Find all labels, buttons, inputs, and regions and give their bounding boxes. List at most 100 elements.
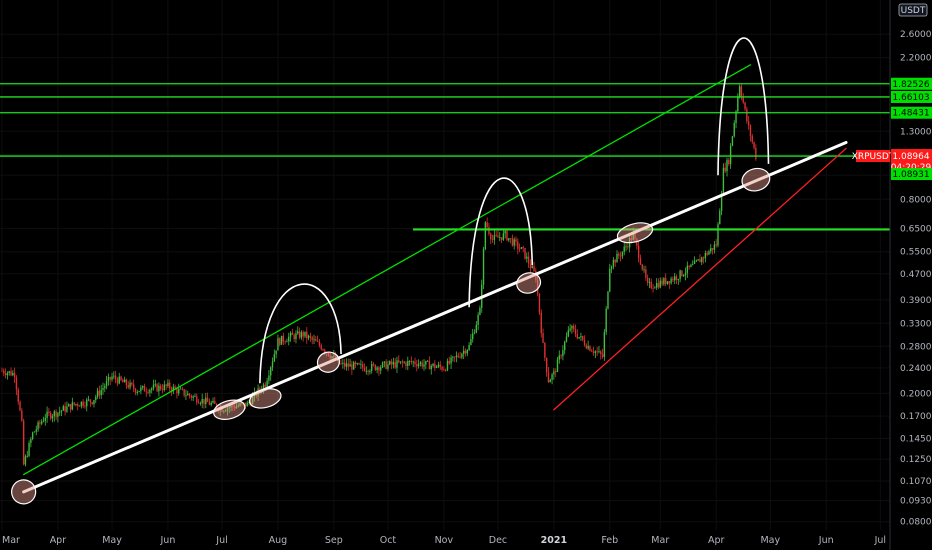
candle-body: [417, 363, 420, 367]
candle-body: [174, 386, 176, 389]
candle-body: [73, 402, 75, 405]
candle-body: [697, 259, 699, 261]
candle-body: [371, 363, 373, 371]
candle-body: [271, 361, 274, 368]
candle-body: [289, 332, 292, 337]
candle-body: [607, 291, 609, 309]
candle-body: [567, 330, 569, 337]
candle-body: [208, 401, 211, 405]
x-tick-label: Jul: [874, 535, 886, 546]
candle-body: [630, 238, 633, 240]
candle-body: [360, 364, 362, 366]
candle-body: [551, 374, 553, 380]
candle-body: [425, 360, 427, 365]
candle-body: [15, 377, 18, 390]
candle-body: [412, 361, 414, 363]
candle-body: [205, 397, 207, 404]
candle-body: [188, 393, 191, 396]
candle-body: [518, 248, 521, 250]
candle-body: [380, 367, 382, 371]
symbol-badge: [856, 150, 890, 162]
candle-body: [654, 287, 656, 289]
candle-body: [131, 382, 133, 385]
candle-body: [178, 388, 180, 394]
candle-body: [302, 332, 304, 337]
candle-body: [345, 363, 348, 367]
candle-body: [722, 167, 725, 194]
candle-body: [701, 257, 703, 263]
candle-body: [55, 411, 57, 417]
candle-body: [264, 384, 267, 387]
candle-body: [618, 253, 620, 256]
candle-body: [279, 338, 281, 345]
x-tick-label: 2021: [541, 535, 567, 546]
candle-body: [619, 255, 622, 257]
candle-body: [31, 432, 34, 440]
candle-body: [136, 392, 138, 393]
candle-body: [98, 390, 101, 396]
candle-body: [160, 385, 162, 390]
level-badge: [891, 168, 932, 181]
candle-body: [86, 399, 88, 407]
candle-body: [686, 265, 689, 273]
candle-body: [430, 365, 432, 370]
candle-body: [316, 341, 319, 342]
candle-body: [684, 272, 687, 276]
candle-body: [30, 439, 32, 443]
candle-body: [733, 123, 735, 137]
candle-body: [735, 111, 737, 124]
symbol-label: XRPUSDT: [852, 152, 895, 162]
candle-body: [715, 244, 717, 246]
candle-body: [731, 136, 734, 146]
candle-body: [398, 360, 400, 363]
time-axis[interactable]: Mar Apr May Jun Jul Aug Sep Oct Nov Dec 2021 Feb Mar…: [2, 535, 886, 546]
candle-body: [729, 145, 732, 165]
candle-body: [194, 396, 196, 398]
candle-body: [517, 241, 519, 249]
candle-body: [280, 335, 283, 345]
x-tick-label: Sep: [325, 535, 343, 546]
candle-body: [320, 345, 322, 350]
candle-body: [22, 420, 25, 465]
candle-body: [466, 349, 469, 354]
candle-body: [179, 388, 182, 390]
candle-body: [158, 385, 160, 392]
candle-body: [165, 384, 167, 387]
candle-body: [33, 431, 36, 433]
candle-body: [600, 351, 602, 355]
candle-body: [524, 248, 526, 259]
candle-body: [585, 345, 588, 349]
candle-body: [340, 363, 342, 365]
candle-body: [127, 385, 129, 388]
candle-body: [717, 224, 719, 246]
candle-body: [533, 266, 535, 272]
candle-body: [661, 280, 663, 285]
candle-body: [448, 360, 450, 364]
level-badge: [891, 106, 932, 119]
candle-body: [161, 389, 164, 391]
candle-body: [170, 388, 173, 392]
candle-body: [495, 235, 497, 237]
candle-body: [28, 442, 30, 456]
candle-body: [169, 382, 171, 389]
candle-body: [657, 282, 660, 288]
touch-ellipse: [516, 272, 542, 294]
candle-body: [93, 400, 95, 405]
candle-body: [650, 282, 652, 288]
candle-body: [367, 370, 369, 373]
candle-body: [634, 232, 636, 239]
candle-body: [627, 246, 629, 248]
candle-body: [105, 380, 108, 387]
candle-body: [392, 362, 395, 365]
countdown-time: 04:20:29: [891, 163, 932, 173]
candle-body: [672, 278, 674, 281]
trendline-support: [22, 140, 848, 494]
candle-body: [520, 247, 523, 249]
candle-body: [746, 109, 748, 122]
candle-body: [259, 388, 261, 391]
